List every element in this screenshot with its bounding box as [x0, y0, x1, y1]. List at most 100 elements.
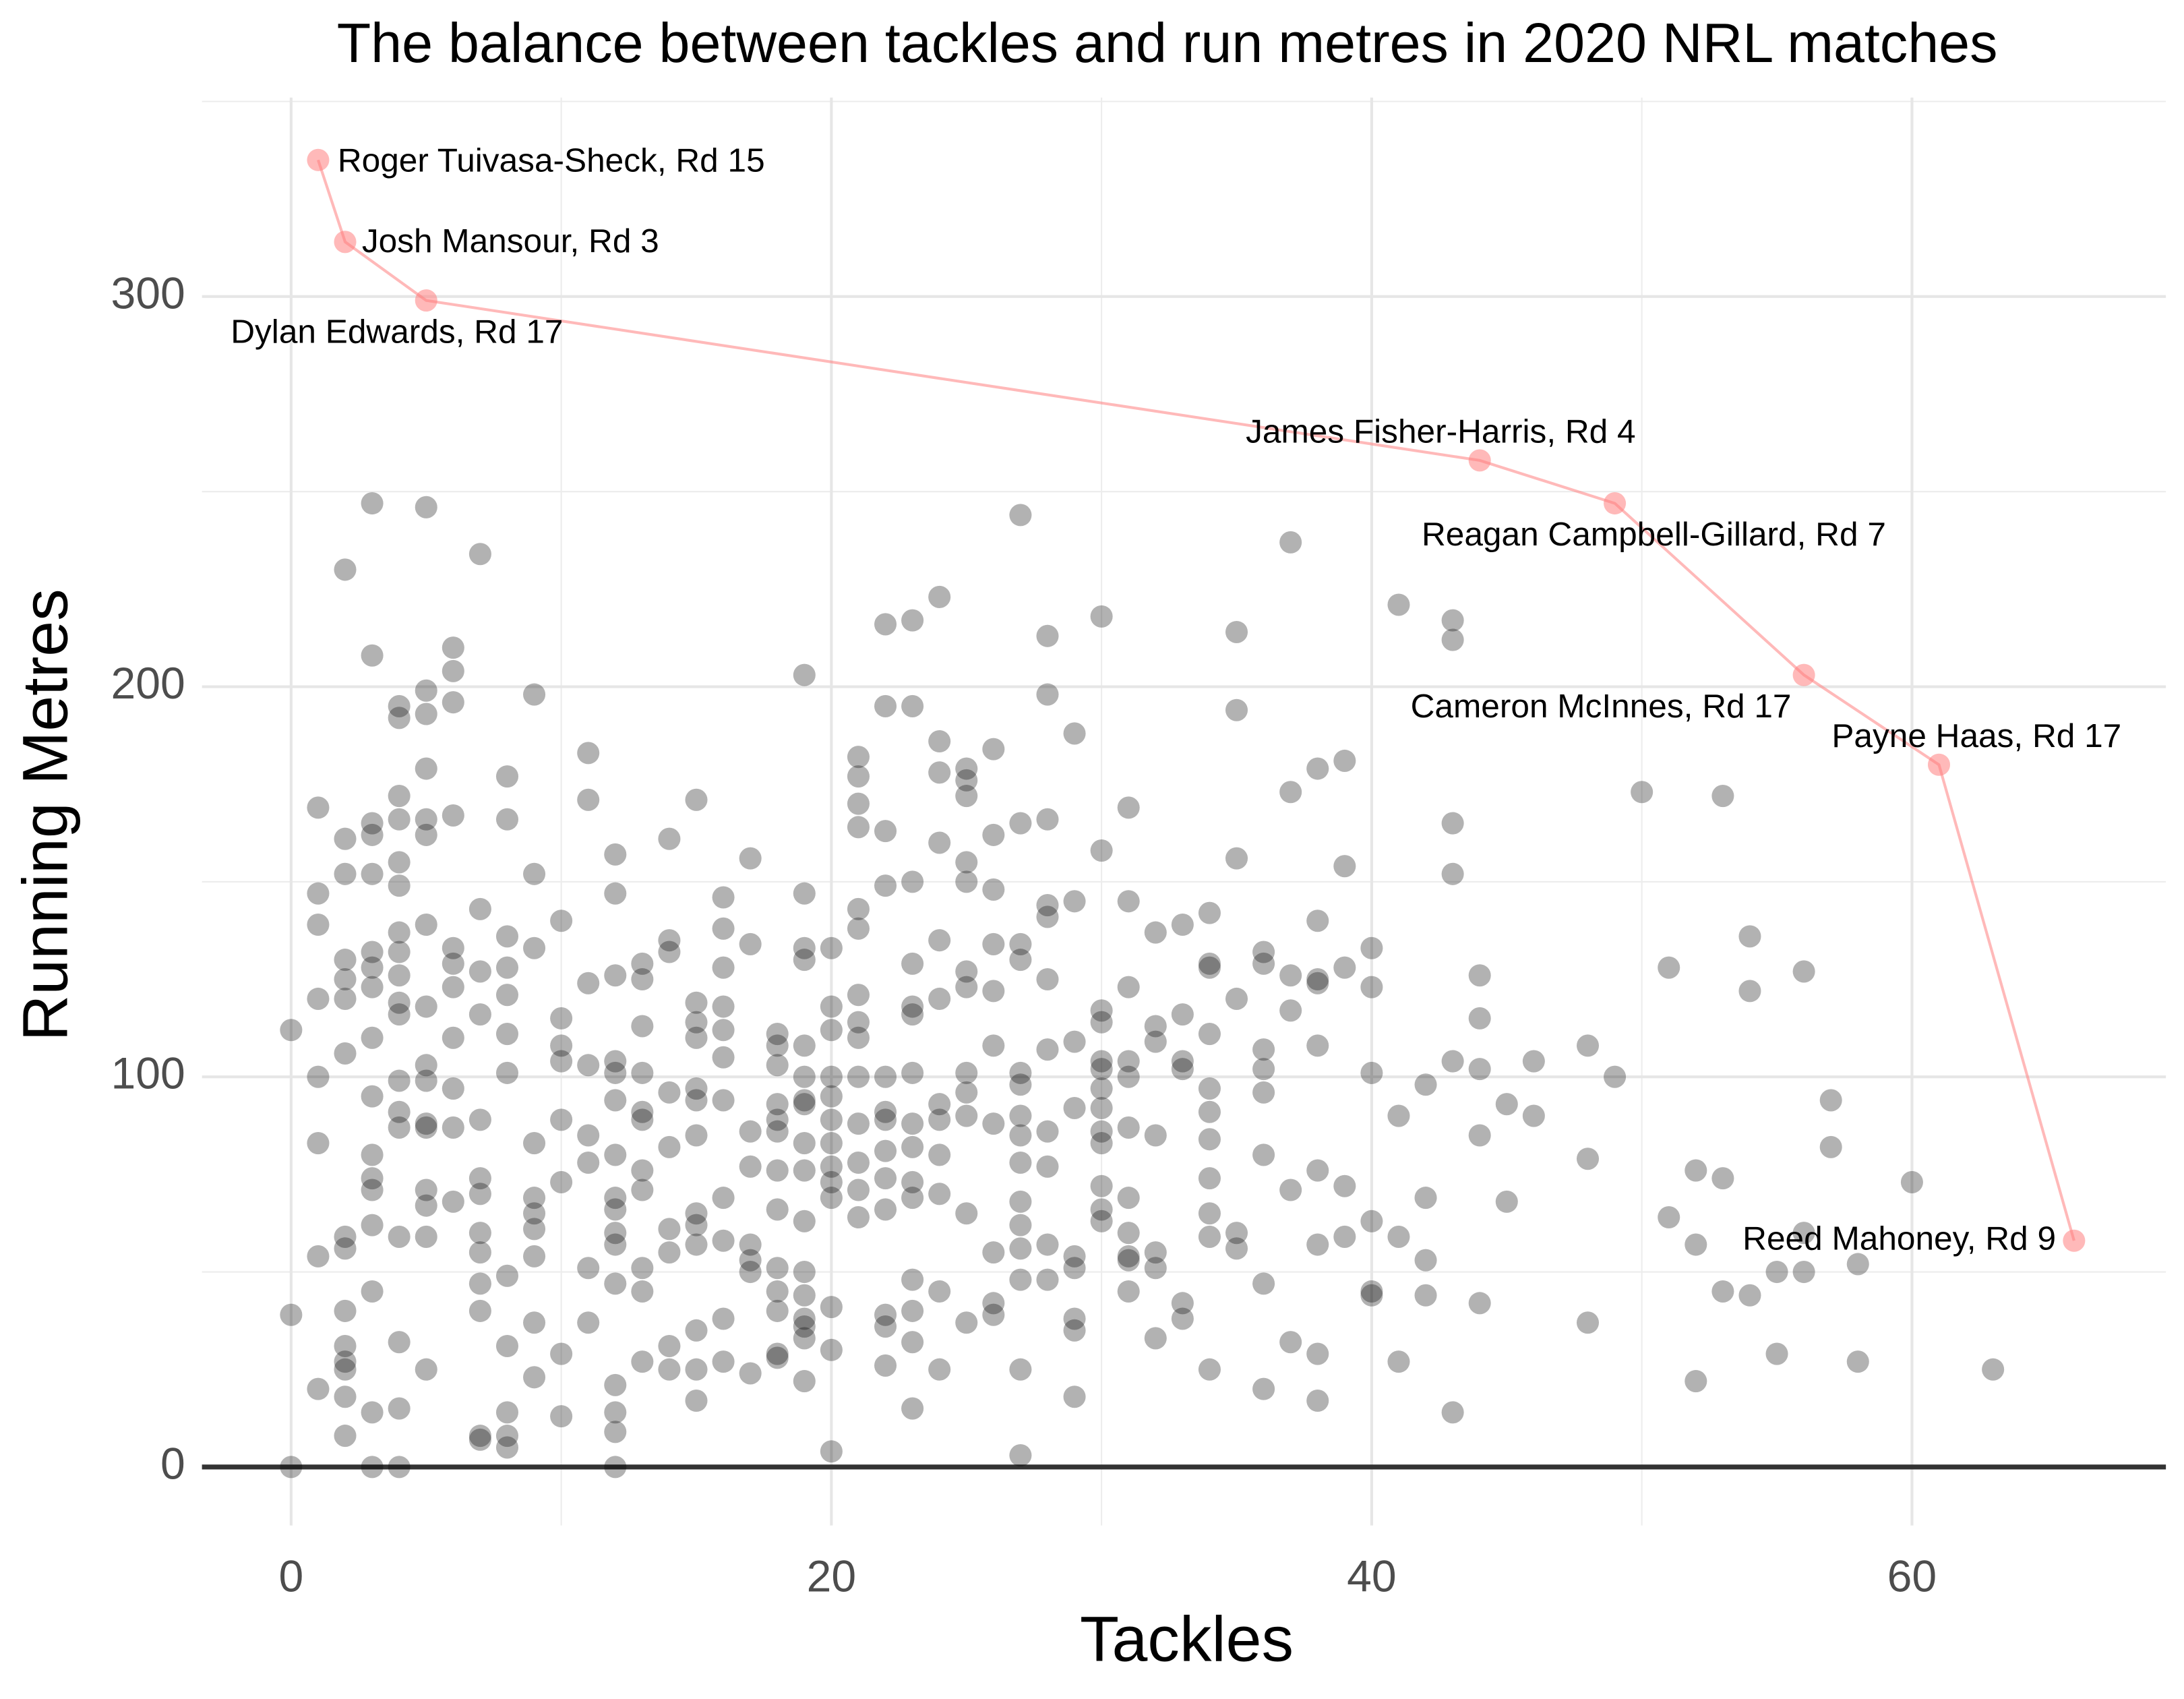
point [495, 1436, 519, 1459]
point [631, 1100, 654, 1123]
point [550, 1108, 573, 1131]
point [712, 917, 735, 940]
point [793, 1089, 816, 1112]
point [388, 1397, 411, 1420]
point [415, 1179, 437, 1201]
point [334, 1334, 357, 1358]
point [739, 932, 762, 955]
point [1063, 1030, 1086, 1053]
point [604, 882, 627, 905]
point [1333, 956, 1356, 979]
point [1685, 1370, 1707, 1393]
point [874, 1108, 897, 1131]
point [1009, 1124, 1032, 1147]
point [793, 1159, 816, 1182]
point [1198, 952, 1221, 975]
point [415, 703, 437, 725]
point [1117, 1050, 1140, 1073]
point [1658, 956, 1680, 979]
point [955, 976, 978, 998]
point [1360, 1210, 1383, 1232]
point [1468, 1058, 1491, 1081]
point [766, 1054, 789, 1077]
point [468, 1183, 491, 1205]
point [1252, 1143, 1275, 1166]
point [820, 1132, 843, 1155]
frontier-point [1927, 753, 1951, 776]
point [307, 882, 330, 905]
point [955, 769, 978, 792]
point [901, 1299, 924, 1322]
point [739, 1362, 762, 1385]
point [523, 1311, 546, 1334]
point [793, 1034, 816, 1057]
y-tick-label: 100 [111, 1049, 185, 1099]
point [604, 1089, 627, 1112]
point [955, 757, 978, 780]
point [847, 917, 870, 940]
point [631, 1350, 654, 1373]
point [334, 1425, 357, 1448]
point [523, 862, 546, 885]
point [495, 1401, 519, 1424]
point [685, 1214, 708, 1236]
point [280, 1456, 303, 1479]
point [982, 1034, 1005, 1057]
point [955, 1061, 978, 1084]
point [901, 952, 924, 975]
point [604, 843, 627, 866]
point [1009, 1104, 1032, 1127]
point [901, 609, 924, 632]
point [1819, 1089, 1842, 1112]
point [1117, 1249, 1140, 1272]
point [793, 1210, 816, 1232]
point [1036, 1120, 1059, 1143]
x-tick-label: 20 [807, 1552, 857, 1602]
point [1171, 1292, 1194, 1315]
point [388, 1456, 411, 1479]
point [388, 874, 411, 897]
point [1631, 781, 1654, 804]
point [1900, 1170, 1923, 1193]
point [1414, 1284, 1437, 1307]
point [901, 1003, 924, 1026]
point [468, 1425, 491, 1448]
point [847, 746, 870, 769]
point [1333, 855, 1356, 878]
point [901, 870, 924, 893]
point [820, 1085, 843, 1108]
point [712, 1350, 735, 1373]
point [1117, 796, 1140, 819]
point [1225, 620, 1248, 644]
point [307, 1132, 330, 1155]
point [1792, 960, 1815, 983]
point [1441, 1050, 1464, 1073]
point [1360, 1280, 1383, 1303]
point [685, 1233, 708, 1256]
point [955, 851, 978, 874]
point [1252, 1058, 1275, 1081]
point [766, 1346, 789, 1369]
point [928, 1280, 951, 1303]
point [415, 995, 437, 1018]
point [388, 694, 411, 717]
point [928, 1093, 951, 1116]
point [307, 1377, 330, 1400]
point [523, 1187, 546, 1210]
point [874, 1139, 897, 1162]
point [361, 941, 384, 963]
point [442, 804, 464, 827]
point [982, 878, 1005, 901]
point [1009, 1061, 1032, 1084]
point [1441, 812, 1464, 835]
point [523, 1366, 546, 1389]
point [874, 1303, 897, 1326]
point [631, 1280, 654, 1303]
point [1117, 1222, 1140, 1245]
point [334, 1237, 357, 1260]
point [1144, 1015, 1167, 1038]
point [766, 1198, 789, 1221]
point [307, 913, 330, 936]
